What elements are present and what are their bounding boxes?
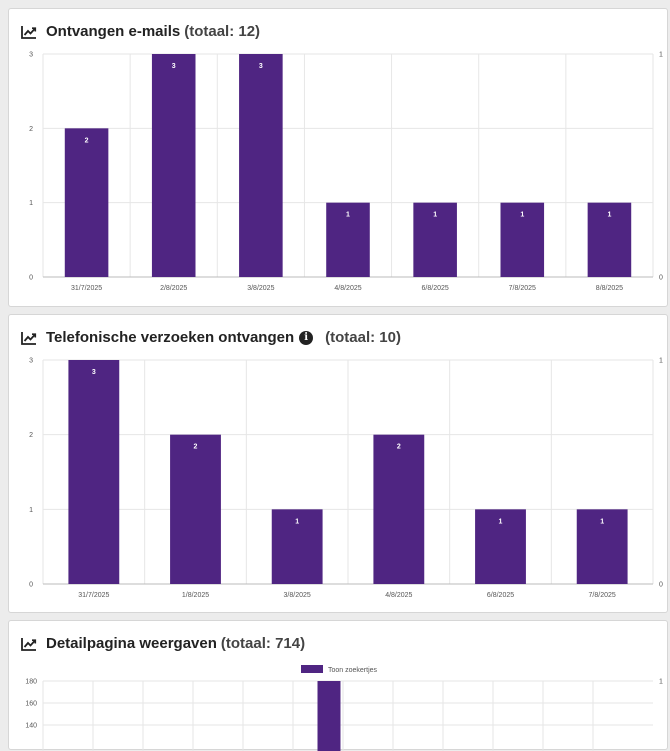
y-tick-label: 1 bbox=[29, 200, 33, 207]
bar-value-label: 1 bbox=[607, 212, 611, 219]
y-tick-label: 3 bbox=[29, 52, 33, 59]
detail-views-card: Detailpagina weergaven (totaal: 714) Too… bbox=[8, 620, 668, 751]
y-tick-label: 0 bbox=[29, 582, 33, 589]
detail-views-card-title: Detailpagina weergaven (totaal: 714) bbox=[21, 635, 305, 652]
bar-value-label: 1 bbox=[520, 212, 524, 219]
bar bbox=[475, 509, 526, 584]
bar-value-label: 2 bbox=[85, 137, 89, 144]
emails-title-text: Ontvangen e-mails bbox=[46, 23, 181, 40]
bar-value-label: 1 bbox=[499, 518, 503, 525]
bar bbox=[239, 54, 283, 277]
x-tick-label: 6/8/2025 bbox=[487, 592, 514, 599]
chart-line-icon bbox=[21, 637, 37, 651]
x-tick-label: 2/8/2025 bbox=[160, 285, 187, 292]
emails-total: (totaal: 12) bbox=[184, 23, 261, 40]
legend-label: Toon zoekertjes bbox=[328, 667, 378, 674]
bar bbox=[373, 434, 425, 584]
y2-tick-label: 0 bbox=[659, 275, 663, 282]
bar-value-label: 2 bbox=[194, 444, 198, 451]
bar-value-label: 3 bbox=[92, 369, 96, 376]
emails-card: Ontvangen e-mails (totaal: 12) 0 1 2 3 0 1 2 31… bbox=[8, 8, 668, 307]
bar-value-label: 3 bbox=[172, 63, 176, 70]
x-tick-label: 4/8/2025 bbox=[334, 285, 361, 292]
x-tick-label: 7/8/2025 bbox=[589, 592, 616, 599]
chart-line-icon bbox=[21, 25, 37, 39]
bar bbox=[576, 509, 628, 584]
bar-value-label: 3 bbox=[259, 63, 263, 70]
detail-views-bar-chart: Toon zoekertjes 140 160 180 1 bbox=[25, 665, 663, 751]
phone-requests-total: (totaal: 10) bbox=[325, 329, 401, 346]
emails-bar-chart: 0 1 2 3 0 1 2 31/7/2025 3 2/8/2025 3 3/8/2025 1 4/8/2… bbox=[29, 52, 663, 293]
y-tick-label: 160 bbox=[25, 701, 37, 708]
bar-value-label: 2 bbox=[397, 444, 401, 451]
x-tick-label: 6/8/2025 bbox=[422, 285, 449, 292]
x-tick-label: 1/8/2025 bbox=[182, 592, 209, 599]
bar bbox=[170, 434, 221, 584]
phone-requests-title-text: Telefonische verzoeken ontvangen bbox=[46, 329, 295, 346]
y-tick-label: 3 bbox=[29, 358, 33, 365]
phone-requests-card: Telefonische verzoeken ontvangen i (tota… bbox=[8, 314, 668, 613]
bar bbox=[587, 202, 632, 277]
y-tick-label: 140 bbox=[25, 723, 37, 730]
bar-value-label: 1 bbox=[346, 212, 350, 219]
bar bbox=[64, 128, 109, 277]
y-tick-label: 180 bbox=[25, 679, 37, 686]
chart-line-icon bbox=[21, 331, 37, 345]
phone-requests-card-title: Telefonische verzoeken ontvangen i (tota… bbox=[21, 329, 401, 346]
x-tick-label: 7/8/2025 bbox=[509, 285, 536, 292]
y2-tick-label: 1 bbox=[659, 358, 663, 365]
y2-tick-label: 1 bbox=[659, 52, 663, 59]
bar bbox=[413, 202, 457, 277]
y-tick-label: 1 bbox=[29, 507, 33, 514]
y-tick-label: 2 bbox=[29, 126, 33, 133]
bar-value-label: 1 bbox=[600, 518, 604, 525]
bar bbox=[317, 681, 341, 751]
y2-tick-label: 1 bbox=[659, 679, 663, 686]
x-tick-label: 31/7/2025 bbox=[71, 285, 102, 292]
bar bbox=[326, 202, 370, 277]
x-tick-label: 4/8/2025 bbox=[385, 592, 412, 599]
detail-views-title-text: Detailpagina weergaven bbox=[46, 635, 217, 652]
info-circle-icon[interactable]: i bbox=[299, 330, 314, 345]
x-tick-label: 8/8/2025 bbox=[596, 285, 623, 292]
emails-card-title: Ontvangen e-mails (totaal: 12) bbox=[21, 23, 260, 40]
phone-requests-bar-chart: 0 1 2 3 0 1 3 31/7/2025 2 1/8/2025 1 3/8/2025 2 4/8/2… bbox=[29, 358, 663, 600]
y-tick-label: 2 bbox=[29, 432, 33, 439]
bar bbox=[271, 509, 323, 584]
bar bbox=[151, 54, 196, 277]
x-tick-label: 3/8/2025 bbox=[247, 285, 274, 292]
x-tick-label: 3/8/2025 bbox=[284, 592, 311, 599]
legend-swatch bbox=[301, 665, 323, 673]
bar bbox=[500, 202, 545, 277]
x-tick-label: 31/7/2025 bbox=[78, 592, 109, 599]
bar bbox=[68, 360, 120, 584]
detail-views-total: (totaal: 714) bbox=[220, 635, 306, 652]
y2-tick-label: 0 bbox=[659, 582, 663, 589]
y-tick-label: 0 bbox=[29, 275, 33, 282]
bar-value-label: 1 bbox=[295, 518, 299, 525]
bar-value-label: 1 bbox=[433, 212, 437, 219]
